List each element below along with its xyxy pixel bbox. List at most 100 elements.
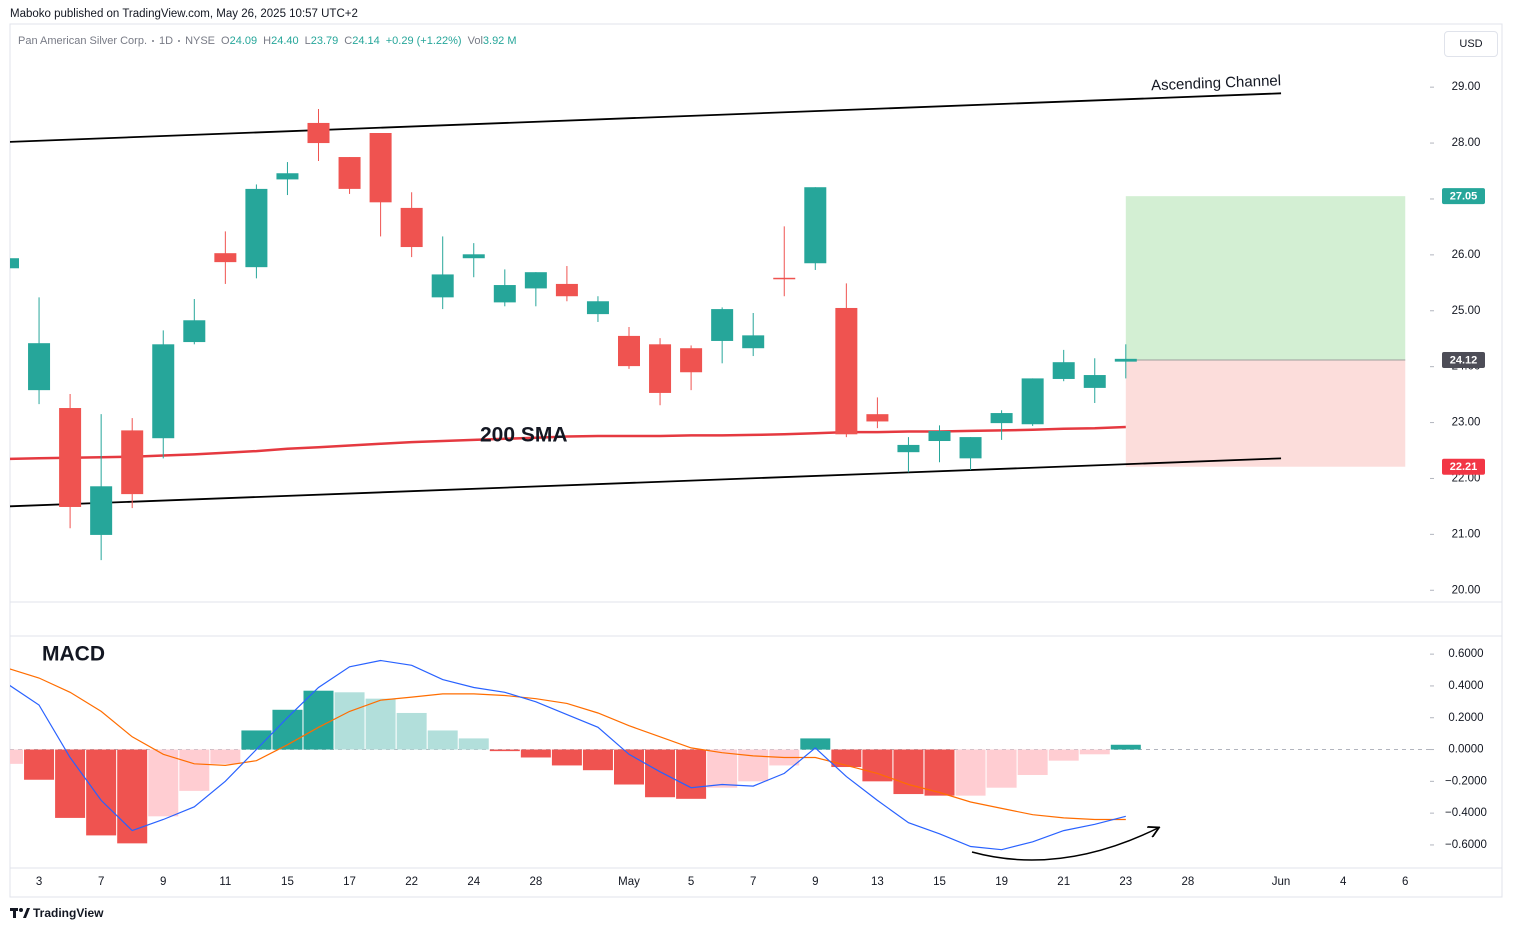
signal-line [10, 668, 1126, 821]
histogram-bar [10, 749, 23, 764]
channel-line [10, 457, 1282, 508]
candle-body [90, 486, 113, 535]
frame [9, 23, 1503, 898]
candle-body [773, 277, 796, 280]
x-tick-label: Jun [1272, 876, 1291, 888]
candle-body [1083, 375, 1106, 388]
x-tick-label: 9 [812, 876, 818, 888]
y-tick-label: 0.0000 [1448, 744, 1483, 756]
legend: Pan American Silver Corp. 1D NYSE O 24.09… [18, 35, 523, 47]
x-tick-label: 3 [36, 876, 42, 888]
x-tick-label: 17 [343, 876, 356, 888]
x-tick-label: 24 [467, 876, 480, 888]
histogram-bar [458, 738, 489, 750]
candle-body [649, 344, 672, 393]
candle-body [804, 187, 827, 264]
histogram-bar [365, 698, 396, 750]
histogram-bar [117, 749, 148, 844]
candle-body [307, 122, 330, 144]
candle-body [338, 157, 361, 189]
histogram-bar [1017, 749, 1048, 775]
price-tag [1442, 351, 1485, 368]
symbol: Pan American Silver Corp. [18, 35, 147, 47]
ohlc-label: L [304, 35, 311, 47]
axes: 20.0021.0022.0023.0024.0025.0026.0027.00… [36, 81, 1487, 888]
macd-pane [10, 659, 1430, 851]
price-tag [1442, 458, 1485, 475]
candle-body [1021, 378, 1044, 425]
histogram-bar [489, 749, 520, 752]
logo [10, 908, 30, 918]
candle-body [276, 173, 299, 180]
histogram-bar [334, 692, 365, 750]
macd-title: MACD [42, 643, 105, 666]
y-tick-label: −0.4000 [1445, 807, 1487, 819]
candle-body [462, 254, 485, 259]
histogram-bar [55, 749, 86, 818]
candle-body [897, 444, 920, 453]
channel-label: Ascending Channel [1151, 72, 1282, 94]
y-tick-label: 0.4000 [1448, 680, 1483, 692]
interval: 1D [159, 35, 174, 47]
y-tick-label: 22.00 [1452, 472, 1481, 484]
footer: TradingView [10, 906, 103, 920]
x-tick-label: 22 [405, 876, 418, 888]
change: +0.29 (+1.22%) [385, 35, 462, 47]
candle-body [121, 430, 144, 495]
candle-body [1052, 362, 1075, 379]
candle-body [959, 437, 982, 459]
histogram-bar [1110, 744, 1141, 750]
candle-body [618, 335, 640, 367]
candle-body [742, 335, 765, 349]
y-tick-label: 20.00 [1452, 584, 1481, 596]
histogram-bar [1048, 749, 1079, 761]
x-tick-label: 19 [995, 876, 1008, 888]
y-tick-label: 21.00 [1452, 528, 1481, 540]
candle-body [431, 274, 454, 298]
candle-body [152, 344, 175, 439]
channel-line [10, 92, 1282, 143]
currency-button[interactable]: USD [1444, 31, 1498, 57]
histogram-bar [241, 730, 272, 750]
histogram-bar [427, 730, 458, 750]
candle-body [586, 301, 609, 315]
histogram-bar [396, 712, 427, 750]
candle-body [555, 283, 578, 297]
x-tick-label: 28 [529, 876, 542, 888]
x-tick-label: May [618, 876, 640, 888]
ohlc-value: 24.14 [352, 35, 380, 47]
candle-body [59, 408, 82, 507]
histogram-bar [955, 749, 986, 796]
histogram-bar [1079, 749, 1110, 755]
histogram-bar [831, 749, 862, 768]
histogram-bar [520, 749, 551, 758]
candle-body [835, 307, 858, 435]
histogram-bar [924, 749, 955, 796]
macd-line [10, 659, 1126, 851]
candle-body [400, 207, 423, 248]
exchange: NYSE [185, 35, 216, 47]
candle-body [214, 253, 237, 263]
histogram-bar [148, 749, 179, 817]
x-tick-label: 9 [160, 876, 166, 888]
separator [152, 40, 154, 42]
histogram-bar [645, 749, 676, 798]
x-tick-label: 5 [688, 876, 694, 888]
x-tick-label: 13 [871, 876, 884, 888]
histogram-bar [614, 749, 644, 785]
candle-body [10, 258, 19, 269]
histogram-bar [179, 749, 210, 791]
ohlc-value: 24.40 [271, 35, 299, 47]
stop-zone [1125, 359, 1406, 467]
histogram-bar [862, 749, 893, 782]
candle-body [711, 309, 734, 341]
candle-body [866, 414, 889, 422]
published-note: Maboko published on TradingView.com, May… [10, 8, 358, 20]
candle-body [28, 343, 51, 391]
x-tick-label: 21 [1057, 876, 1070, 888]
ohlc-label: C [344, 35, 353, 47]
target-zone [1125, 196, 1406, 360]
separator [178, 40, 181, 42]
volume-value: 3.92 M [482, 35, 517, 47]
histogram-bar [582, 749, 613, 771]
